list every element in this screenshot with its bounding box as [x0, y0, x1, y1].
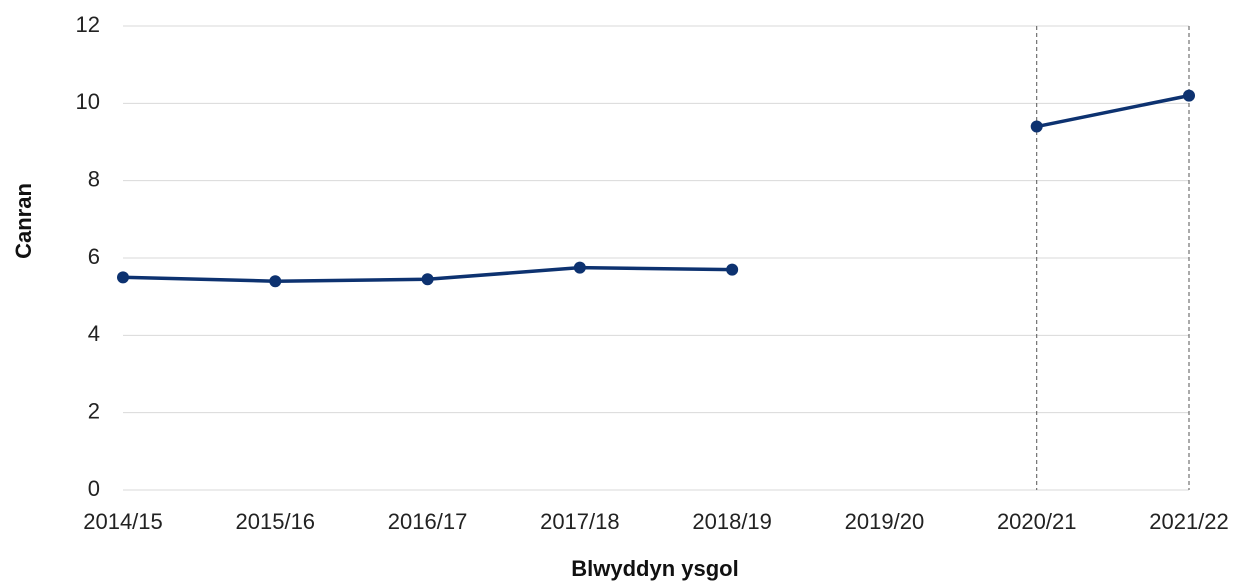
y-tick-label: 8 [88, 166, 100, 191]
data-point [117, 271, 129, 284]
x-tick-label: 2014/15 [83, 509, 163, 534]
data-point [1030, 120, 1043, 133]
data-point [421, 273, 434, 286]
x-tick-label: 2019/20 [845, 509, 925, 534]
y-tick-label: 2 [88, 398, 100, 423]
x-tick-label: 2021/22 [1149, 509, 1229, 534]
x-tick-label: 2020/21 [997, 509, 1077, 534]
x-tick-label: 2018/19 [692, 509, 772, 534]
x-tick-label: 2015/16 [236, 509, 316, 534]
data-point [1183, 89, 1195, 102]
x-tick-label: 2017/18 [540, 509, 620, 534]
y-tick-label: 12 [76, 12, 100, 37]
y-tick-label: 4 [88, 321, 100, 346]
y-axis-title: Canran [11, 183, 36, 259]
x-axis-title: Blwyddyn ysgol [571, 556, 738, 581]
data-point [726, 263, 739, 276]
x-tick-label: 2016/17 [388, 509, 468, 534]
series-line [1036, 93, 1190, 129]
data-point [269, 275, 282, 288]
y-tick-label: 6 [88, 244, 100, 269]
y-tick-label: 0 [88, 476, 100, 501]
y-tick-label: 10 [76, 89, 100, 114]
data-point [573, 261, 586, 274]
